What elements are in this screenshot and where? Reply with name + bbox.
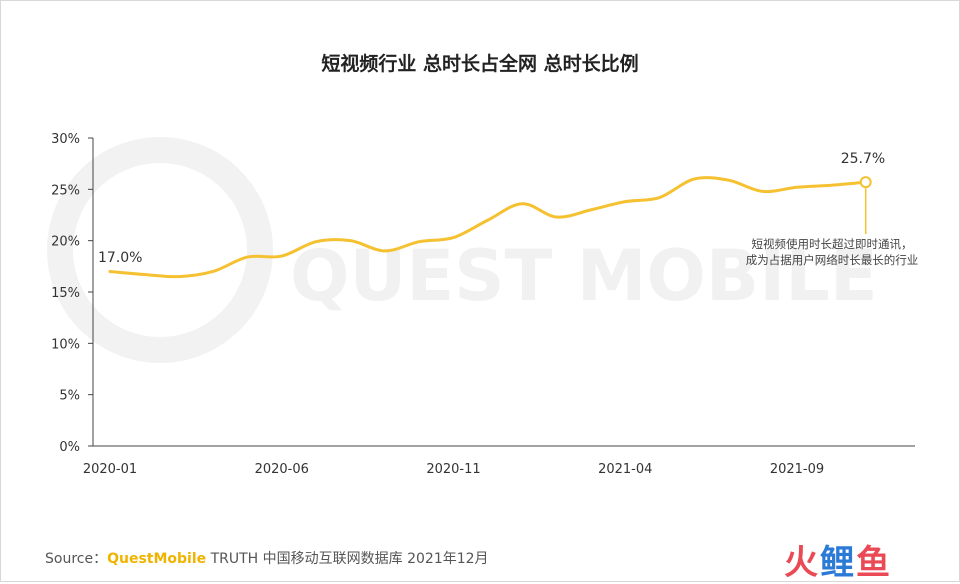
series-line — [108, 176, 868, 279]
y-tick-label: 0% — [59, 440, 80, 455]
y-tick-label: 30% — [51, 132, 80, 147]
site-logo: 火鲤鱼 — [784, 535, 892, 584]
data-label: 25.7% — [841, 151, 885, 167]
logo-part-1: 火 — [784, 543, 820, 583]
y-tick-label: 25% — [51, 183, 80, 198]
y-tick-label: 20% — [51, 235, 80, 250]
source-note: Source：QuestMobile TRUTH 中国移动互联网数据库 2021… — [45, 548, 489, 568]
watermark-text: QUEST MOBILE — [290, 235, 878, 317]
watermark-ring — [47, 137, 273, 363]
y-tick-label: 5% — [59, 389, 80, 404]
logo-part-3: 鱼 — [856, 543, 892, 583]
series-layer — [108, 176, 872, 279]
labels-layer: 17.0% 25.7% 短视频使用时长超过即时通讯， 成为占据用户网络时长最长的行业 — [98, 151, 918, 267]
source-prefix: Source： — [45, 551, 108, 567]
chart-title: 短视频行业 总时长占全网 总时长比例 — [321, 52, 638, 75]
axes: 0% 5% 10% 15% 20% 25% 30% 2020-01 2020-06 2020-11… — [51, 132, 915, 477]
annotation-text-line: 成为占据用户网络时长最长的行业 — [746, 253, 919, 267]
watermark-layer: QUEST MOBILE — [47, 137, 878, 363]
x-tick-label: 2020-06 — [255, 462, 309, 477]
source-rest: TRUTH 中国移动互联网数据库 2021年12月 — [206, 551, 489, 567]
last-point-marker — [859, 176, 872, 189]
source-brand: QuestMobile — [107, 551, 207, 567]
x-tick-label: 2020-01 — [83, 462, 137, 477]
y-tick-label: 15% — [51, 286, 80, 301]
logo-part-2: 鲤 — [820, 543, 856, 583]
data-label: 17.0% — [98, 250, 142, 266]
x-tick-label: 2021-04 — [598, 462, 652, 477]
y-tick-label: 10% — [51, 337, 80, 352]
x-tick-label: 2020-11 — [426, 462, 480, 477]
annotation-text-line: 短视频使用时长超过即时通讯， — [752, 237, 913, 251]
x-tick-label: 2021-09 — [770, 462, 824, 477]
